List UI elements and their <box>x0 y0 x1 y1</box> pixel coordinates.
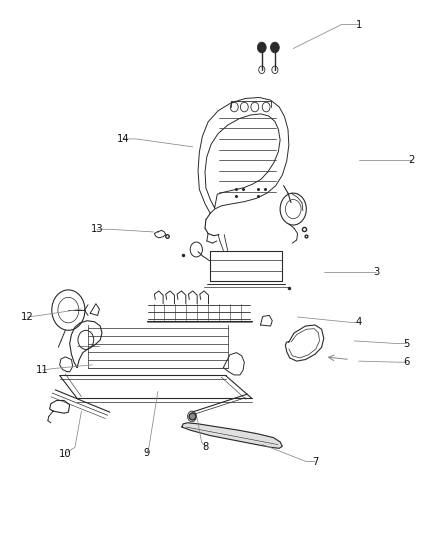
Text: 8: 8 <box>203 442 209 452</box>
Text: 5: 5 <box>403 338 410 349</box>
Text: 14: 14 <box>117 134 129 144</box>
Text: 2: 2 <box>408 155 414 165</box>
Text: 13: 13 <box>90 224 103 235</box>
Circle shape <box>258 42 266 53</box>
Text: 6: 6 <box>403 357 410 367</box>
Circle shape <box>271 42 279 53</box>
Text: 7: 7 <box>312 457 318 466</box>
Text: 12: 12 <box>21 312 33 322</box>
Text: 4: 4 <box>356 317 362 327</box>
Text: 9: 9 <box>144 448 150 457</box>
Text: 10: 10 <box>59 449 72 458</box>
Text: 1: 1 <box>356 20 362 30</box>
Text: 11: 11 <box>36 365 49 375</box>
Polygon shape <box>182 423 283 448</box>
Text: 3: 3 <box>373 267 379 277</box>
